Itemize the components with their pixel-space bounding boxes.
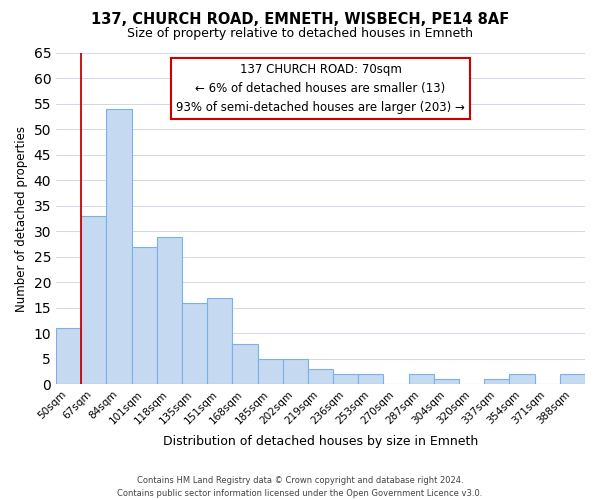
Text: 137 CHURCH ROAD: 70sqm
← 6% of detached houses are smaller (13)
93% of semi-deta: 137 CHURCH ROAD: 70sqm ← 6% of detached … [176,63,465,114]
Bar [257,359,283,384]
Bar [182,303,207,384]
Bar [131,247,157,384]
Bar [81,216,106,384]
Bar [509,374,535,384]
Y-axis label: Number of detached properties: Number of detached properties [15,126,28,312]
Bar [409,374,434,384]
Text: Size of property relative to detached houses in Emneth: Size of property relative to detached ho… [127,28,473,40]
Bar [56,328,81,384]
Bar [308,369,333,384]
Bar [484,380,509,384]
Text: Contains HM Land Registry data © Crown copyright and database right 2024.
Contai: Contains HM Land Registry data © Crown c… [118,476,482,498]
Bar [434,380,459,384]
Bar [157,236,182,384]
Bar [358,374,383,384]
Bar [333,374,358,384]
Bar [106,109,131,384]
Bar [232,344,257,384]
Bar [283,359,308,384]
Bar [560,374,585,384]
Text: 137, CHURCH ROAD, EMNETH, WISBECH, PE14 8AF: 137, CHURCH ROAD, EMNETH, WISBECH, PE14 … [91,12,509,28]
Bar [207,298,232,384]
X-axis label: Distribution of detached houses by size in Emneth: Distribution of detached houses by size … [163,434,478,448]
